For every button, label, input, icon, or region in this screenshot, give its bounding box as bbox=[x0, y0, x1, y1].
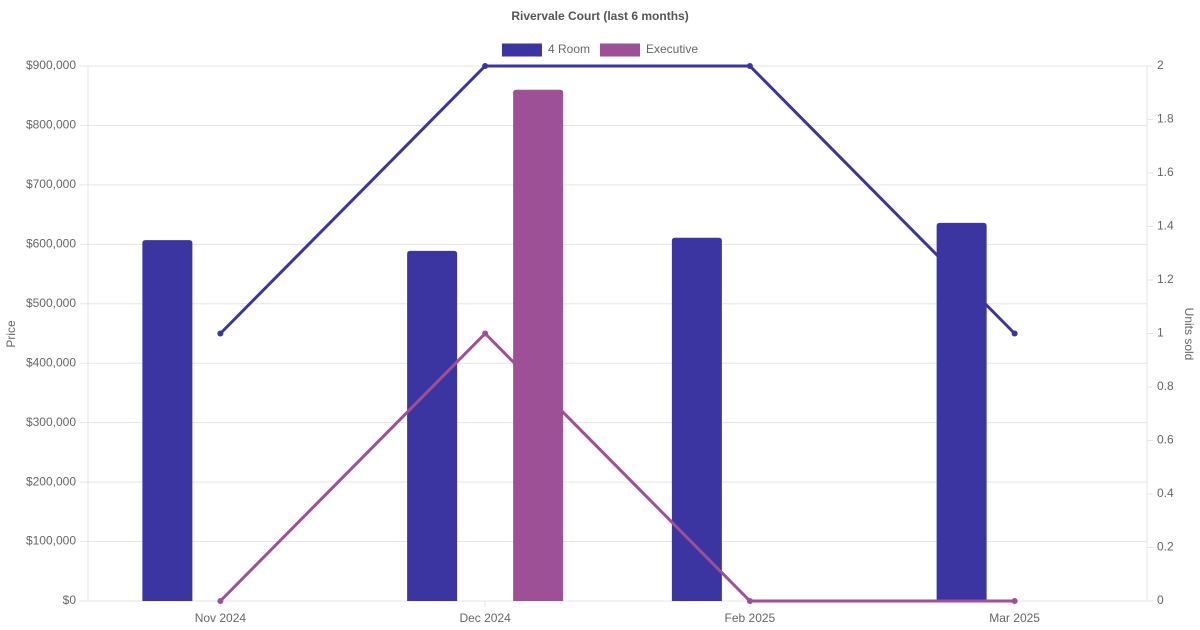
y-tick-label: $600,000 bbox=[26, 237, 76, 251]
point bbox=[1011, 330, 1018, 337]
point bbox=[482, 330, 489, 337]
x-tick-label: Feb 2025 bbox=[725, 611, 776, 625]
x-tick-label: Nov 2024 bbox=[195, 611, 247, 625]
point bbox=[746, 63, 753, 69]
y-tick-label: $500,000 bbox=[26, 296, 76, 310]
y-tick-label: $900,000 bbox=[26, 58, 76, 72]
line bbox=[219, 331, 1015, 603]
y2-tick-label: 1.6 bbox=[1157, 165, 1174, 179]
point bbox=[482, 63, 489, 69]
y2-axis-title: Units sold bbox=[1182, 308, 1196, 361]
y2-tick-label: 1.4 bbox=[1157, 219, 1174, 233]
x-tick-label: Mar 2025 bbox=[989, 611, 1040, 625]
y2-tick-label: 1.8 bbox=[1157, 112, 1174, 126]
point bbox=[1011, 598, 1018, 604]
y-tick-label: $0 bbox=[63, 593, 77, 607]
y-tick-label: $800,000 bbox=[26, 118, 76, 132]
y2-tick-label: 0.2 bbox=[1157, 540, 1174, 554]
y2-tick-label: 0.6 bbox=[1157, 433, 1174, 447]
chart-title: Rivervale Court (last 6 months) bbox=[511, 9, 688, 23]
y-tick-label: $700,000 bbox=[26, 177, 76, 191]
legend-label: Executive bbox=[646, 42, 698, 56]
bar bbox=[671, 237, 722, 602]
y-tick-label: $400,000 bbox=[26, 355, 76, 369]
y2-tick-label: 0 bbox=[1157, 593, 1164, 607]
y-tick-label: $200,000 bbox=[26, 474, 76, 488]
bar bbox=[142, 240, 193, 601]
line bbox=[219, 64, 1016, 335]
bar bbox=[513, 89, 564, 602]
bar bbox=[936, 222, 987, 601]
y2-tick-label: 1 bbox=[1157, 326, 1164, 340]
x-tick-label: Dec 2024 bbox=[459, 611, 511, 625]
y-tick-label: $100,000 bbox=[26, 534, 76, 548]
y2-tick-label: 1.2 bbox=[1157, 272, 1174, 286]
point bbox=[217, 330, 224, 337]
point bbox=[217, 598, 224, 604]
legend-label: 4 Room bbox=[548, 42, 590, 56]
y2-tick-label: 2 bbox=[1157, 58, 1164, 72]
y2-tick-label: 0.8 bbox=[1157, 379, 1174, 393]
bar bbox=[407, 250, 458, 601]
legend-swatch bbox=[600, 43, 640, 57]
legend-swatch bbox=[501, 43, 542, 57]
y2-tick-label: 0.4 bbox=[1157, 486, 1174, 500]
y-tick-label: $300,000 bbox=[26, 415, 76, 429]
y-axis-title: Price bbox=[4, 320, 18, 348]
point bbox=[746, 598, 753, 604]
